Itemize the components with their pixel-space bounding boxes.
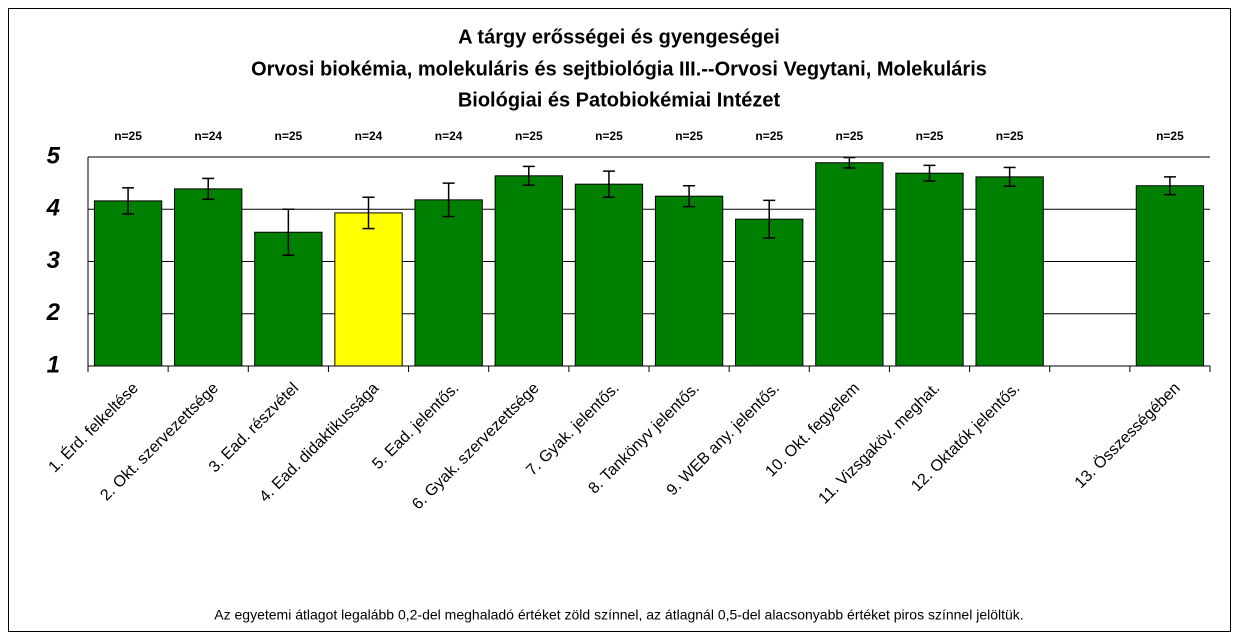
bar <box>654 195 724 367</box>
sample-size: n=25 <box>114 129 142 143</box>
sample-size: n=25 <box>275 129 303 143</box>
bar <box>93 200 163 367</box>
chart-subtitle: Orvosi biokémia, molekuláris és sejtbiol… <box>251 58 987 80</box>
sample-size: n=25 <box>1156 129 1184 143</box>
y-tick-label: 3 <box>47 247 61 274</box>
sample-size: n=25 <box>595 129 623 143</box>
bar <box>1135 185 1205 367</box>
sample-size: n=25 <box>755 129 783 143</box>
footnote: Az egyetemi átlagot legalább 0,2-del meg… <box>214 607 1023 623</box>
chart-title: A tárgy erősségei és gyengeségei <box>458 26 780 48</box>
bar <box>815 162 884 367</box>
sample-size: n=24 <box>355 129 383 143</box>
sample-size: n=24 <box>435 129 463 143</box>
y-tick-label: 1 <box>47 351 60 378</box>
sample-size: n=25 <box>996 129 1024 143</box>
chart-subtitle: Biológiai és Patobiokémiai Intézet <box>458 89 781 111</box>
sample-size: n=25 <box>836 129 864 143</box>
y-tick-label: 2 <box>46 299 61 326</box>
bar <box>414 199 483 367</box>
sample-size: n=24 <box>194 129 222 143</box>
bar <box>494 175 563 367</box>
y-tick-label: 4 <box>46 195 60 222</box>
sample-size: n=25 <box>916 129 944 143</box>
sample-size: n=25 <box>515 129 543 143</box>
y-tick-label: 5 <box>47 142 61 169</box>
bar <box>174 188 243 367</box>
bar <box>735 218 804 367</box>
bar <box>895 172 964 367</box>
sample-size: n=25 <box>675 129 703 143</box>
bar <box>334 212 403 367</box>
bar <box>975 176 1044 367</box>
bar <box>574 183 644 367</box>
